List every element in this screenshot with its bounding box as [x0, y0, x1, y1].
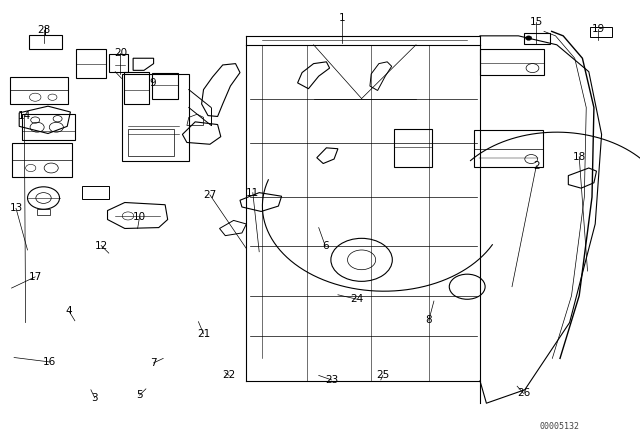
Text: 6: 6	[322, 241, 328, 250]
Text: 21: 21	[197, 329, 210, 339]
Bar	[524, 33, 550, 44]
Text: 12: 12	[95, 241, 108, 250]
Text: 26: 26	[517, 388, 530, 398]
Text: 16: 16	[44, 357, 56, 367]
Bar	[124, 72, 149, 104]
Bar	[122, 74, 189, 161]
Bar	[76, 49, 106, 78]
Text: 17: 17	[29, 272, 42, 282]
Text: 4: 4	[66, 306, 72, 316]
Text: 10: 10	[133, 212, 146, 222]
Bar	[82, 186, 109, 199]
Text: 7: 7	[150, 358, 157, 368]
Text: 5: 5	[136, 390, 143, 400]
Text: 1: 1	[339, 13, 346, 23]
Text: 8: 8	[426, 315, 432, 325]
Bar	[12, 143, 72, 177]
Text: 3: 3	[92, 393, 98, 403]
Text: 14: 14	[18, 111, 31, 121]
Text: 27: 27	[204, 190, 216, 200]
Bar	[10, 77, 68, 104]
Bar	[394, 129, 432, 167]
Text: 11: 11	[246, 188, 259, 198]
Bar	[152, 73, 178, 99]
Text: 25: 25	[376, 370, 389, 380]
Bar	[480, 49, 544, 75]
Text: 28: 28	[37, 26, 50, 35]
Bar	[22, 114, 75, 140]
Text: 00005132: 00005132	[540, 422, 580, 431]
Text: 19: 19	[592, 24, 605, 34]
Circle shape	[525, 36, 532, 40]
Bar	[590, 27, 612, 37]
Text: 23: 23	[325, 375, 338, 385]
Text: 13: 13	[10, 203, 22, 213]
Text: 22: 22	[223, 370, 236, 380]
Text: 24: 24	[351, 294, 364, 304]
Text: 18: 18	[573, 152, 586, 162]
Text: 2: 2	[533, 161, 540, 171]
Text: 15: 15	[530, 17, 543, 27]
Bar	[128, 129, 174, 156]
Bar	[109, 54, 128, 72]
Bar	[29, 35, 62, 49]
Text: 9: 9	[149, 78, 156, 88]
Text: 20: 20	[114, 48, 127, 58]
Bar	[474, 130, 543, 167]
